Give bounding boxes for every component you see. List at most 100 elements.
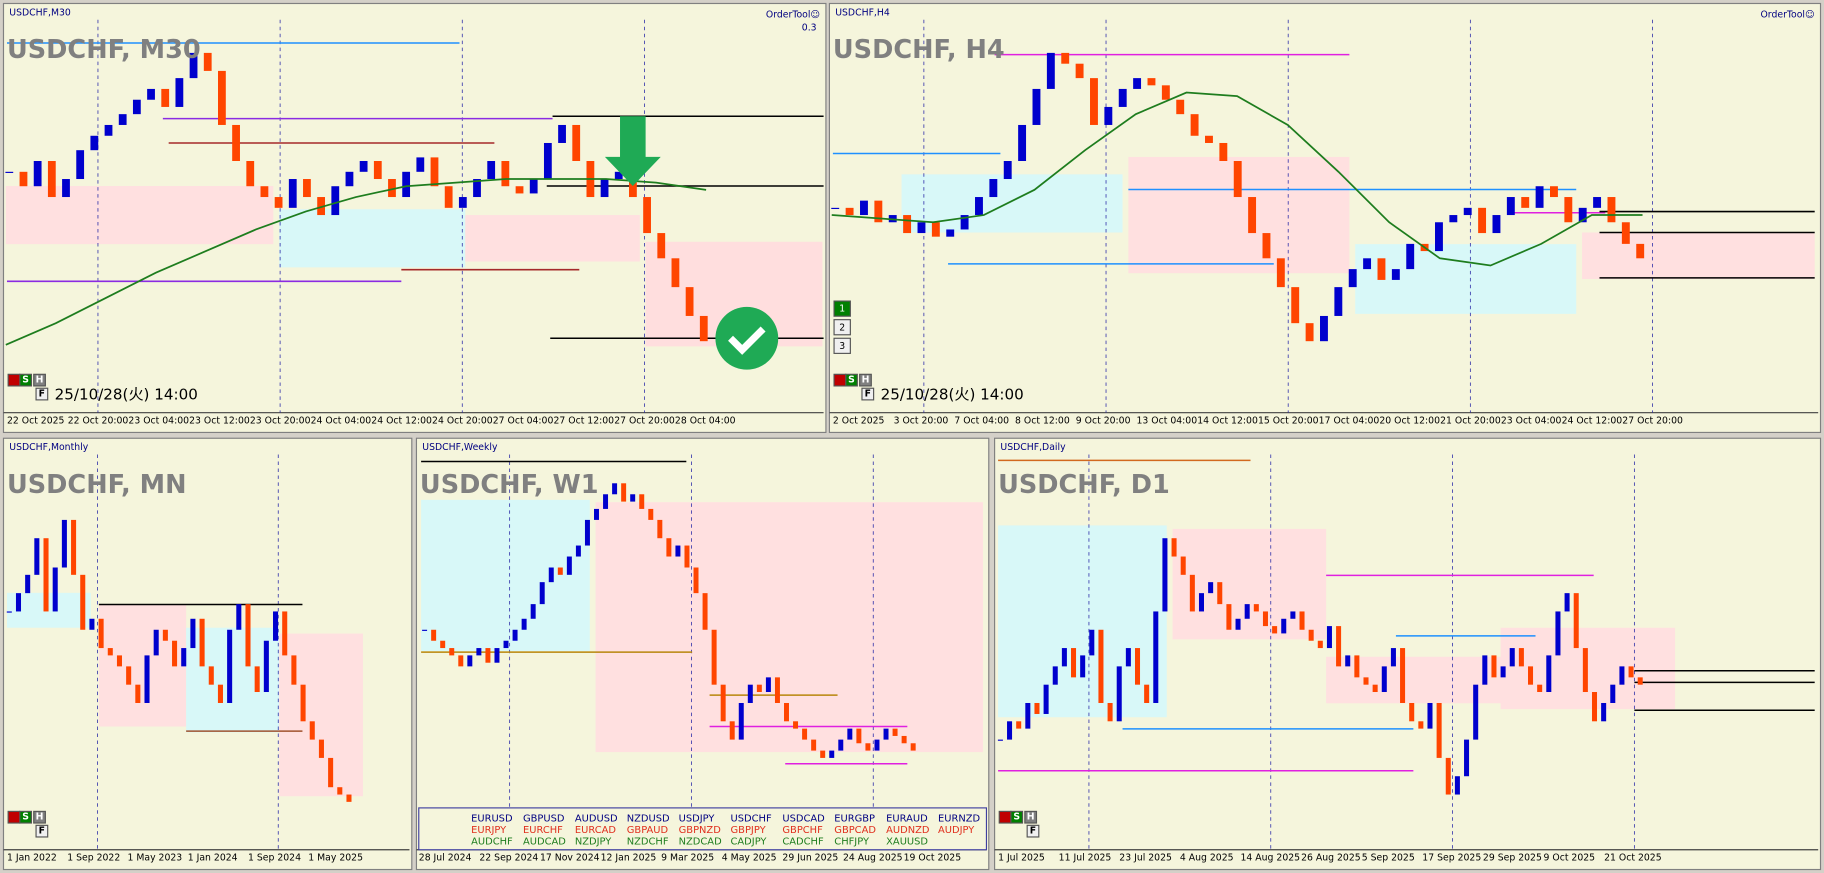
candle xyxy=(1061,648,1067,667)
check-badge xyxy=(715,306,779,370)
symbol-link[interactable]: GBPAUD xyxy=(627,825,669,836)
candle xyxy=(473,179,481,198)
level-button[interactable] xyxy=(833,337,851,354)
candle xyxy=(1449,215,1458,223)
tool-button[interactable] xyxy=(833,373,847,387)
tool-button[interactable] xyxy=(35,824,49,838)
x-tick-label: 24 Oct 20:00 xyxy=(432,415,493,426)
tool-button[interactable] xyxy=(33,810,46,824)
candle xyxy=(107,648,113,656)
symbol-link[interactable]: GBPJPY xyxy=(731,825,767,836)
chart-window: 1 Jan 2022 1 Sep 2022 1 May 2023 1 Jan 2024… xyxy=(2,437,413,871)
symbol-link[interactable]: USDJPY xyxy=(679,813,716,824)
symbol-link[interactable]: CHFJPY xyxy=(834,837,870,848)
candle xyxy=(529,179,538,194)
candle xyxy=(671,258,680,288)
candle xyxy=(208,666,214,685)
candle xyxy=(71,519,77,575)
symbol-link[interactable]: GBPUSD xyxy=(523,813,565,824)
tool-button-label[interactable]: F xyxy=(865,389,871,400)
tool-button[interactable] xyxy=(35,387,49,401)
tool-button[interactable] xyxy=(859,373,872,387)
candle xyxy=(232,124,240,161)
candle xyxy=(1637,677,1643,685)
tool-button-label[interactable]: S xyxy=(1013,812,1020,823)
x-tick-label: 3 Oct 20:00 xyxy=(894,415,949,426)
tool-button-label[interactable]: F xyxy=(39,826,45,837)
tool-button[interactable] xyxy=(1026,824,1040,838)
candle xyxy=(1418,721,1424,729)
symbol-link[interactable]: NZDUSD xyxy=(627,813,670,824)
candle xyxy=(246,160,255,187)
tool-button-label[interactable]: H xyxy=(1027,812,1035,823)
tool-button[interactable] xyxy=(861,387,875,401)
order-tool[interactable]: OrderTool☺ xyxy=(1761,10,1815,21)
candle xyxy=(594,508,599,520)
symbol-link[interactable]: AUDUSD xyxy=(575,813,618,824)
symbol-link[interactable]: CADJPY xyxy=(731,837,768,848)
candle xyxy=(1176,99,1185,115)
tool-button[interactable] xyxy=(7,810,21,824)
tool-button-label[interactable]: F xyxy=(1030,826,1036,837)
symbol-link[interactable]: USDCHF xyxy=(731,813,772,824)
x-tick-label: 23 Oct 04:00 xyxy=(1501,415,1562,426)
symbol-link[interactable]: AUDNZD xyxy=(886,825,930,836)
symbol-link[interactable]: USDCAD xyxy=(782,813,825,824)
symbol-link[interactable]: EURNZD xyxy=(938,813,980,824)
x-tick-label: 27 Oct 12:00 xyxy=(553,415,614,426)
symbol-link[interactable]: XAUUSD xyxy=(886,837,928,848)
symbol-link[interactable]: NZDJPY xyxy=(575,837,612,848)
level-button[interactable] xyxy=(833,319,851,336)
tool-button-label[interactable]: S xyxy=(22,375,29,386)
candle xyxy=(847,728,853,740)
symbol-link[interactable]: EURGBP xyxy=(834,813,875,824)
symbol-link[interactable]: GBPCAD xyxy=(834,825,876,836)
order-tool[interactable]: OrderTool☺ xyxy=(766,10,820,21)
window-header: USDCHF,M30 xyxy=(9,7,71,18)
candle xyxy=(630,494,636,502)
symbol-link[interactable]: EURCAD xyxy=(575,825,617,836)
symbol-link[interactable]: CADCHF xyxy=(782,837,824,848)
candle xyxy=(603,494,609,509)
candle xyxy=(1492,215,1501,234)
candle xyxy=(90,135,99,151)
symbol-link[interactable]: GBPCHF xyxy=(782,825,823,836)
level-button-label[interactable]: 2 xyxy=(839,322,845,333)
level-button-label[interactable]: 1 xyxy=(839,304,845,315)
candle xyxy=(346,794,352,802)
candle xyxy=(1180,556,1186,575)
tool-button-label[interactable]: H xyxy=(862,375,870,386)
tool-button-label[interactable]: S xyxy=(22,812,29,823)
symbol-link[interactable]: NZDCHF xyxy=(627,837,669,848)
candle xyxy=(1071,648,1077,678)
tool-button[interactable] xyxy=(1024,810,1038,824)
symbol-link[interactable]: AUDJPY xyxy=(938,825,975,836)
symbol-link[interactable]: EURCHF xyxy=(523,825,563,836)
candle xyxy=(1317,640,1323,649)
symbol-link[interactable]: GBPNZD xyxy=(679,825,722,836)
symbol-link[interactable]: AUDCHF xyxy=(471,837,513,848)
symbol-link[interactable]: NZDCAD xyxy=(679,837,722,848)
candle xyxy=(1007,721,1013,740)
symbol-link[interactable]: EURJPY xyxy=(471,825,507,836)
symbol-link[interactable]: EURUSD xyxy=(471,813,513,824)
tool-button-label[interactable]: S xyxy=(848,375,855,386)
tool-button-label[interactable]: H xyxy=(36,812,44,823)
candle xyxy=(147,88,155,100)
candle xyxy=(1118,88,1127,107)
window-header: USDCHF,Monthly xyxy=(9,442,88,453)
tool-button[interactable] xyxy=(7,373,21,387)
symbol-link[interactable]: AUDCAD xyxy=(523,837,566,848)
candle xyxy=(865,743,871,751)
symbol-link[interactable]: EURAUD xyxy=(886,813,928,824)
level-button-label[interactable]: 3 xyxy=(839,341,845,352)
level-button[interactable] xyxy=(833,300,851,317)
tool-button-label[interactable]: F xyxy=(39,389,45,400)
zone xyxy=(1355,244,1577,314)
tool-button-label[interactable]: H xyxy=(36,375,44,386)
candle xyxy=(430,157,439,187)
tool-button[interactable] xyxy=(33,373,46,387)
zone xyxy=(421,499,590,651)
tool-button[interactable] xyxy=(998,810,1012,824)
